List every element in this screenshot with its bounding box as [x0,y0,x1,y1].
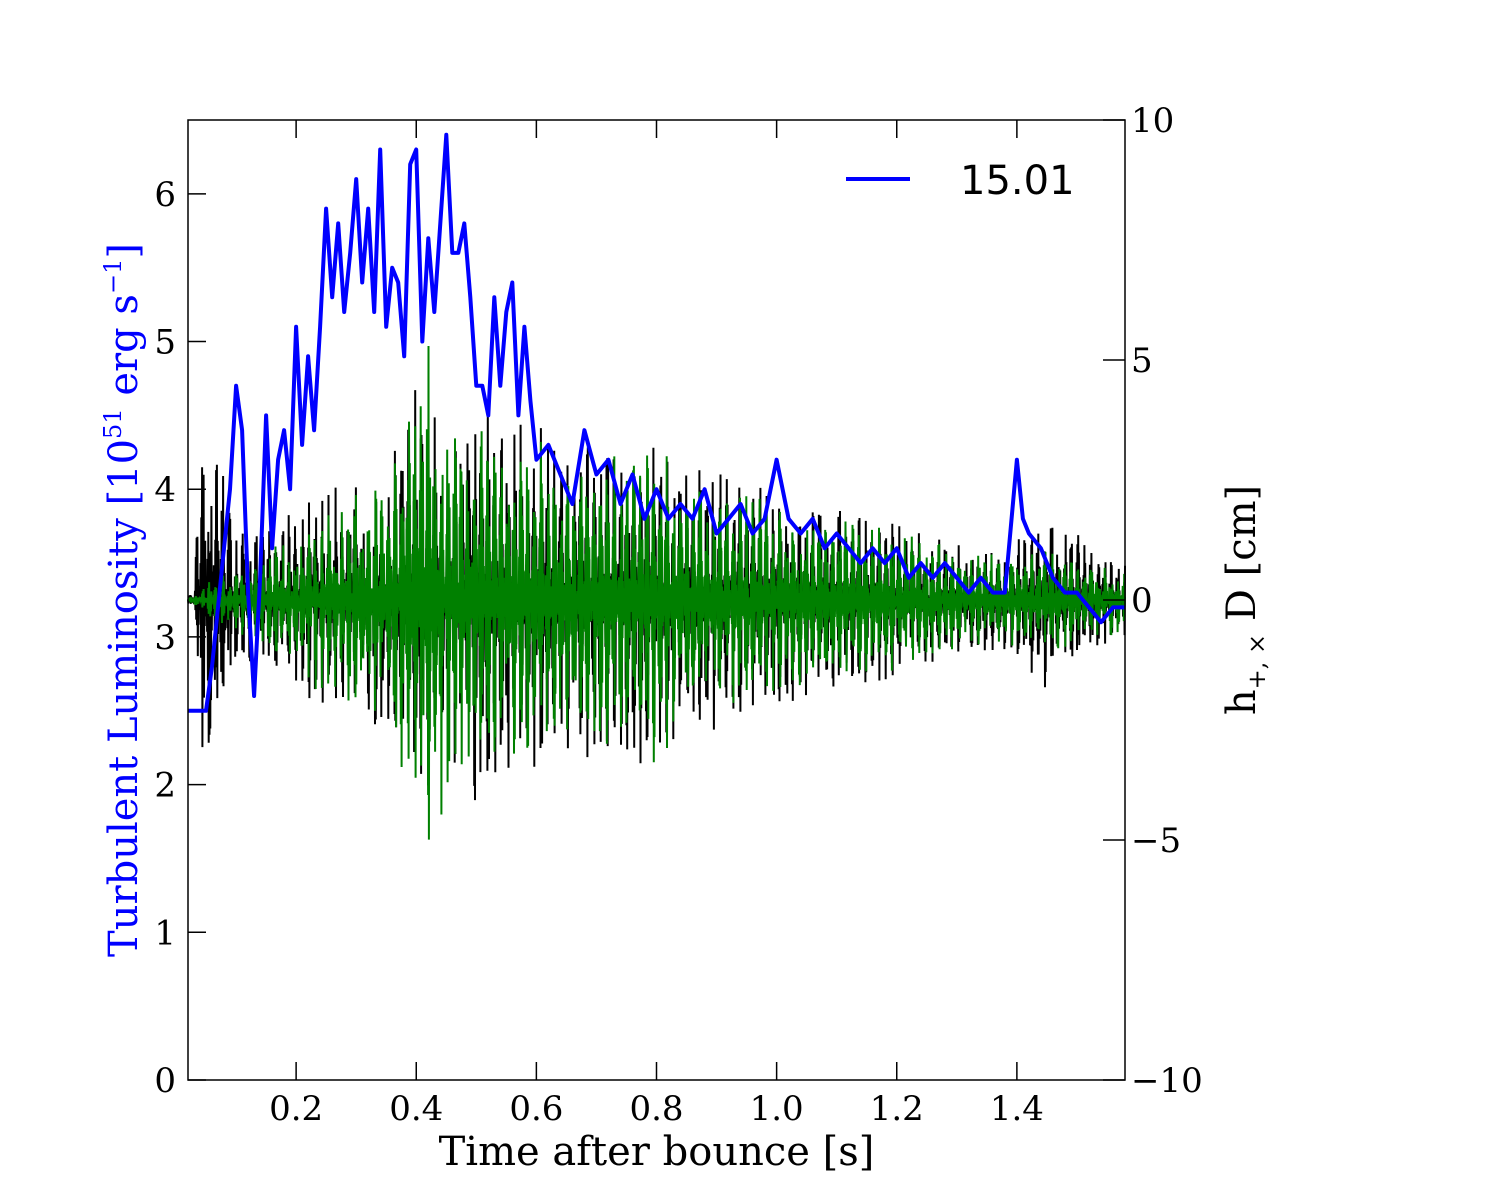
left-y-axis-title-exponent-2: −1 [99,259,127,294]
traces [187,132,1126,840]
right-y-axis-title-prefix: h [1219,689,1265,715]
right-y-tick-label: −5 [1131,821,1181,861]
x-tick-label: 0.2 [269,1089,323,1129]
x-axis-title: Time after bounce [s] [439,1129,875,1175]
left-y-tick-label: 2 [154,766,176,806]
legend-label-15-01: 15.01 [960,158,1075,204]
left-y-axis-title-prefix: Turbulent Luminosity [10 [101,439,147,957]
right-y-axis-title-subscript: +, × [1243,634,1271,689]
legend: 15.01 [846,158,1075,204]
left-y-axis-title-exponent: 51 [99,408,127,439]
h-plus-trace [187,345,1126,840]
right-y-tick-label: 5 [1131,341,1153,381]
left-y-tick-label: 4 [154,470,176,510]
left-y-axis-title-suffix: ] [101,243,147,259]
x-tick-label: 1.4 [990,1089,1044,1129]
right-y-axis-title: h+, × D [cm] [1219,485,1271,715]
x-tick-label: 0.6 [509,1089,563,1129]
x-tick-label: 0.8 [629,1089,683,1129]
axis-ticks: 0.2 0.4 0.6 0.8 1.0 1.2 1.4 0 1 2 3 4 5 6 −10 −5 0 5 10 [154,101,1202,1129]
right-y-tick-label: 10 [1131,101,1174,141]
left-y-axis-title-middle: erg s [101,294,147,408]
right-y-tick-label: 0 [1131,581,1153,621]
left-y-tick-label: 0 [154,1061,176,1101]
left-y-tick-label: 1 [154,913,176,953]
left-y-axis-title: Turbulent Luminosity [1051 erg s−1] [99,243,147,957]
x-tick-label: 1.0 [750,1089,804,1129]
left-y-tick-label: 3 [154,618,176,658]
luminosity-trace-15-01 [188,132,1125,713]
left-y-tick-label: 5 [154,323,176,363]
left-y-tick-label: 6 [154,175,176,215]
x-tick-label: 1.2 [870,1089,924,1129]
x-tick-label: 0.4 [389,1089,443,1129]
right-y-axis-title-suffix: D [cm] [1219,485,1265,634]
right-y-tick-label: −10 [1131,1061,1203,1101]
